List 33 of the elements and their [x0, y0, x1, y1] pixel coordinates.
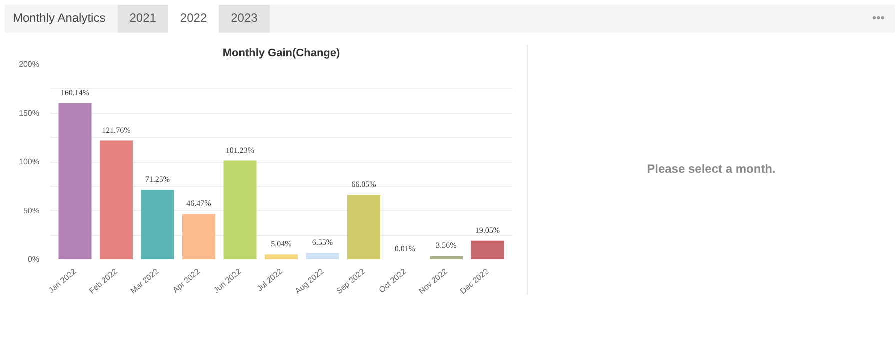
bar	[58, 103, 92, 260]
text: •••	[872, 10, 886, 28]
data-label: 101.23%	[226, 146, 255, 155]
bar	[348, 195, 380, 260]
bar	[471, 240, 504, 260]
text: 2021	[118, 5, 168, 33]
data-label: 5.04%	[271, 240, 292, 249]
data-label: 0.01%	[394, 244, 416, 254]
y-tick-label: 50%	[23, 206, 40, 216]
bar	[430, 256, 463, 260]
text: 2023	[219, 5, 270, 33]
y-tick-label: 0%	[28, 255, 40, 264]
data-label: 71.25%	[145, 175, 170, 184]
bar	[100, 140, 133, 260]
bar	[306, 253, 340, 260]
data-label: 160.14%	[60, 88, 90, 98]
data-label: 66.05%	[352, 180, 377, 190]
text: Please select a month.	[527, 45, 895, 295]
data-label: 46.47%	[186, 199, 212, 208]
text: Monthly Analytics	[12, 10, 107, 28]
data-label: 3.56%	[436, 241, 458, 250]
data-label: 121.76%	[102, 126, 132, 135]
bar	[224, 160, 257, 260]
y-tick-label: 150%	[19, 108, 40, 118]
bar	[265, 254, 298, 260]
text: 2022	[168, 5, 220, 33]
bar	[141, 190, 174, 260]
chart-title: Monthly Gain(Change)	[222, 48, 340, 60]
data-label: 6.55%	[312, 238, 334, 248]
bar	[182, 214, 216, 260]
y-tick-label: 100%	[19, 158, 40, 166]
data-label: 19.05%	[475, 226, 500, 235]
y-tick-label: 200%	[19, 60, 40, 69]
